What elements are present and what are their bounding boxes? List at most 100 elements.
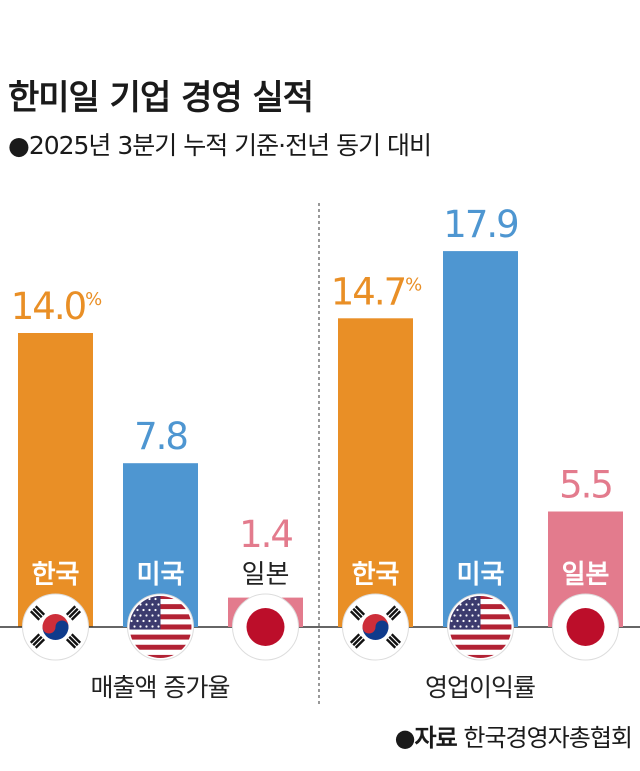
star [139, 625, 142, 628]
star [474, 619, 477, 623]
star [471, 625, 474, 628]
trigram-bar [29, 610, 41, 621]
trigram-bar [390, 633, 402, 644]
star [148, 608, 151, 612]
star [148, 619, 151, 623]
star [136, 619, 139, 623]
panel-title: 매출액 증가율 [91, 673, 230, 702]
stripe [129, 629, 192, 635]
data-label: 7.8 [134, 415, 187, 458]
us-flag [449, 596, 512, 658]
stripe [129, 639, 192, 645]
taegeuk-swirl [362, 620, 376, 634]
stripe [129, 649, 192, 655]
trigram [29, 633, 46, 649]
trigram-bar [354, 638, 366, 649]
star [145, 614, 148, 617]
trigram-bar [70, 610, 82, 621]
data-label: 5.5 [559, 464, 612, 507]
star [474, 597, 477, 601]
korea-flag-icon [22, 593, 89, 661]
bar [338, 318, 413, 627]
star [477, 603, 480, 606]
star [139, 603, 142, 606]
trigram [65, 633, 82, 649]
country-label: 일본 [562, 560, 610, 590]
stripe [449, 654, 512, 658]
stripe [449, 629, 512, 635]
stripe [449, 634, 512, 640]
trigram-bar [65, 605, 77, 616]
trigram-bar [32, 607, 43, 619]
trigram-bar [34, 638, 46, 649]
trigram [349, 605, 366, 621]
star [474, 608, 477, 612]
country-label: 일본 [242, 560, 290, 590]
trigram [349, 633, 366, 649]
hinomaru [246, 608, 285, 646]
trigram-bar [388, 607, 399, 619]
trigram-bar [70, 633, 82, 644]
star [154, 619, 157, 623]
star [456, 619, 459, 623]
star [154, 608, 157, 612]
source-value: 한국경영자총협회 [463, 724, 633, 752]
korea-flag-icon [342, 593, 409, 661]
trigram-bar [385, 638, 397, 649]
trigram-bar [388, 635, 399, 647]
star [157, 625, 160, 628]
usa-flag-icon [127, 593, 194, 661]
chart-title: 한미일 기업 경영 실적 [8, 78, 314, 118]
taegeuk-swirl [42, 620, 56, 634]
star [139, 614, 142, 617]
star [151, 614, 154, 617]
unit-label: % [85, 289, 102, 310]
trigram-bar [32, 635, 43, 647]
star [471, 603, 474, 606]
data-label: 1.4 [239, 513, 292, 556]
trigram-bar [349, 633, 361, 644]
star [456, 608, 459, 612]
stripe [129, 634, 192, 640]
star [468, 608, 471, 612]
bar [443, 251, 518, 627]
star [477, 625, 480, 628]
star [450, 619, 453, 623]
data-label: 14.7% [331, 270, 422, 313]
star [154, 597, 157, 601]
star [459, 625, 462, 628]
trigram-bar [349, 610, 361, 621]
stripe [449, 649, 512, 655]
star [453, 614, 456, 617]
usa-flag-icon [447, 593, 514, 661]
star [462, 619, 465, 623]
trigram-bar [354, 605, 366, 616]
star [130, 619, 133, 623]
trigram-bar [68, 635, 79, 647]
country-label: 한국 [352, 560, 400, 590]
stripe [449, 644, 512, 650]
country-label: 미국 [137, 560, 185, 590]
country-label: 미국 [457, 560, 505, 590]
unit-label: % [405, 274, 422, 295]
country-label: 한국 [32, 560, 80, 590]
trigram-bar [29, 633, 41, 644]
star [142, 608, 145, 612]
source-label: ●자료 [394, 724, 458, 752]
star [148, 597, 151, 601]
trigram-bar [65, 638, 77, 649]
trigram-bar [390, 610, 402, 621]
stripe [129, 654, 192, 658]
chart-subtitle: ●2025년 3분기 누적 기준·전년 동기 대비 [8, 131, 432, 160]
trigram-bar [352, 607, 363, 619]
japan-flag-icon [552, 593, 619, 661]
taegeuk-swirl [375, 620, 389, 634]
star [465, 603, 468, 606]
star [145, 603, 148, 606]
star [151, 603, 154, 606]
star [468, 597, 471, 601]
star [468, 619, 471, 623]
star [459, 603, 462, 606]
taegeuk-swirl [55, 620, 69, 634]
